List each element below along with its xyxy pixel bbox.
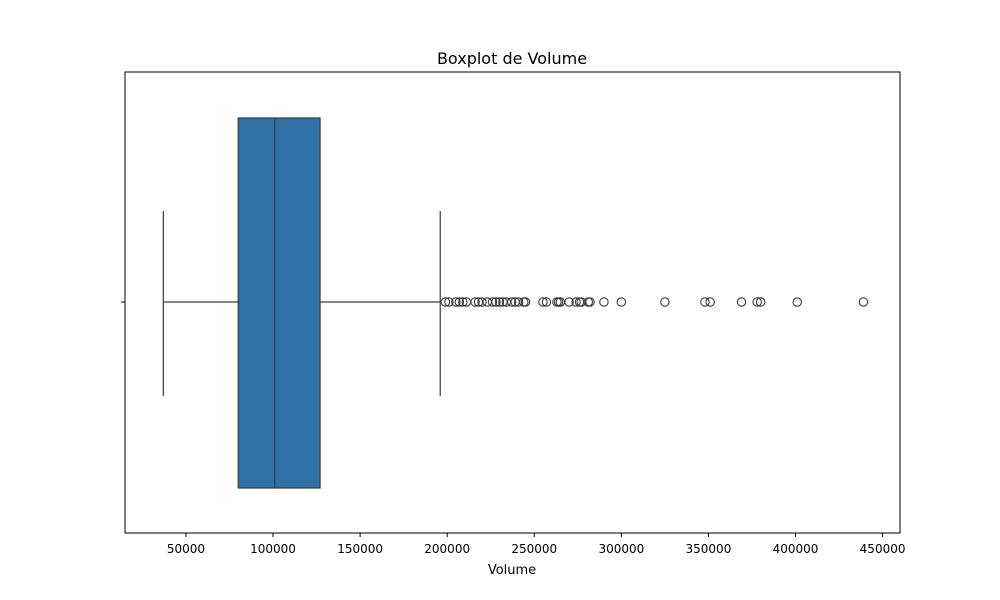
outlier-point — [444, 297, 454, 307]
outlier-point — [470, 297, 480, 307]
x-tick-label: 400000 — [773, 542, 819, 556]
outlier-point — [520, 297, 531, 307]
outlier-point — [660, 297, 670, 307]
outlier-point — [585, 297, 595, 307]
x-tick-label: 200000 — [424, 542, 470, 556]
outlier-point — [755, 297, 766, 307]
x-tick-label: 300000 — [598, 542, 644, 556]
x-tick-label: 100000 — [250, 542, 296, 556]
x-axis-label: Volume — [488, 563, 536, 578]
outlier-point — [700, 297, 710, 307]
outlier-point — [451, 297, 461, 307]
outlier-point — [571, 297, 581, 307]
outlier-point — [491, 297, 501, 307]
outlier-point — [538, 297, 548, 307]
x-tick-label: 450000 — [860, 542, 906, 556]
x-tick-label: 50000 — [167, 542, 205, 556]
outlier-point — [858, 297, 869, 307]
x-axis: 50000 100000 150000 200000 250000 300000 35000… — [121, 301, 906, 556]
outlier-point — [705, 297, 715, 307]
outlier-point — [599, 297, 609, 307]
outlier-point — [792, 297, 802, 307]
chart-title: Boxplot de Volume — [437, 49, 587, 68]
plot-area — [124, 71, 901, 534]
outlier-point — [440, 297, 451, 307]
outlier-point — [513, 297, 524, 307]
outlier-point — [564, 297, 574, 307]
outlier-point — [736, 297, 747, 307]
outlier-point — [494, 297, 505, 307]
outlier-point — [616, 297, 627, 307]
outlier-point — [454, 297, 465, 307]
outlier-point — [458, 297, 468, 307]
x-tick-label: 250000 — [511, 542, 557, 556]
outlier-point — [752, 297, 762, 307]
outlier-point — [487, 297, 498, 307]
iqr-box — [237, 117, 321, 489]
outlier-point — [541, 297, 552, 307]
x-tick-label: 350000 — [686, 542, 732, 556]
outlier-point — [506, 297, 517, 307]
x-tick-label: 150000 — [337, 542, 383, 556]
outlier-point — [477, 297, 487, 307]
